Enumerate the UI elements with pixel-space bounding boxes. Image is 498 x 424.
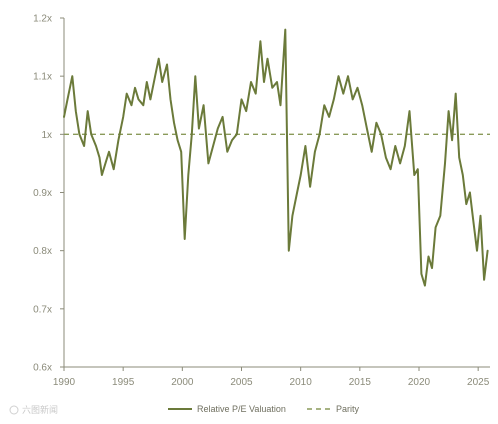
- x-tick-label: 1990: [53, 377, 76, 388]
- watermark-logo-icon: [9, 405, 19, 415]
- x-tick-label: 2005: [230, 377, 253, 388]
- y-tick-label: 0.9x: [33, 188, 52, 199]
- legend-label-relative-pe: Relative P/E Valuation: [197, 404, 286, 414]
- x-tick-label: 2000: [171, 377, 194, 388]
- x-tick-label: 2020: [408, 377, 431, 388]
- watermark: 六图新闻: [9, 404, 58, 415]
- y-tick-label: 1x: [41, 130, 52, 141]
- x-tick-label: 2025: [467, 377, 490, 388]
- y-tick-label: 1.2x: [33, 14, 52, 25]
- y-tick-label: 0.6x: [33, 363, 52, 374]
- legend-label-parity: Parity: [336, 404, 360, 414]
- series-line-relative-pe: [63, 28, 489, 287]
- y-tick-label: 0.7x: [33, 304, 52, 315]
- watermark-text: 六图新闻: [22, 404, 58, 415]
- x-tick-label: 1995: [112, 377, 135, 388]
- x-tick-group: 1990 1995 2000 2005 2010 2015 2020 2025: [53, 367, 490, 388]
- chart-legend: Relative P/E Valuation Parity: [168, 404, 360, 414]
- y-tick-label: 0.8x: [33, 246, 52, 257]
- y-tick-group: 0.6x 0.7x 0.8x 0.9x 1x 1.1x 1.2x: [33, 14, 64, 374]
- x-tick-label: 2015: [349, 377, 372, 388]
- series-layer: [63, 28, 490, 287]
- y-tick-label: 1.1x: [33, 72, 52, 83]
- x-tick-label: 2010: [290, 377, 313, 388]
